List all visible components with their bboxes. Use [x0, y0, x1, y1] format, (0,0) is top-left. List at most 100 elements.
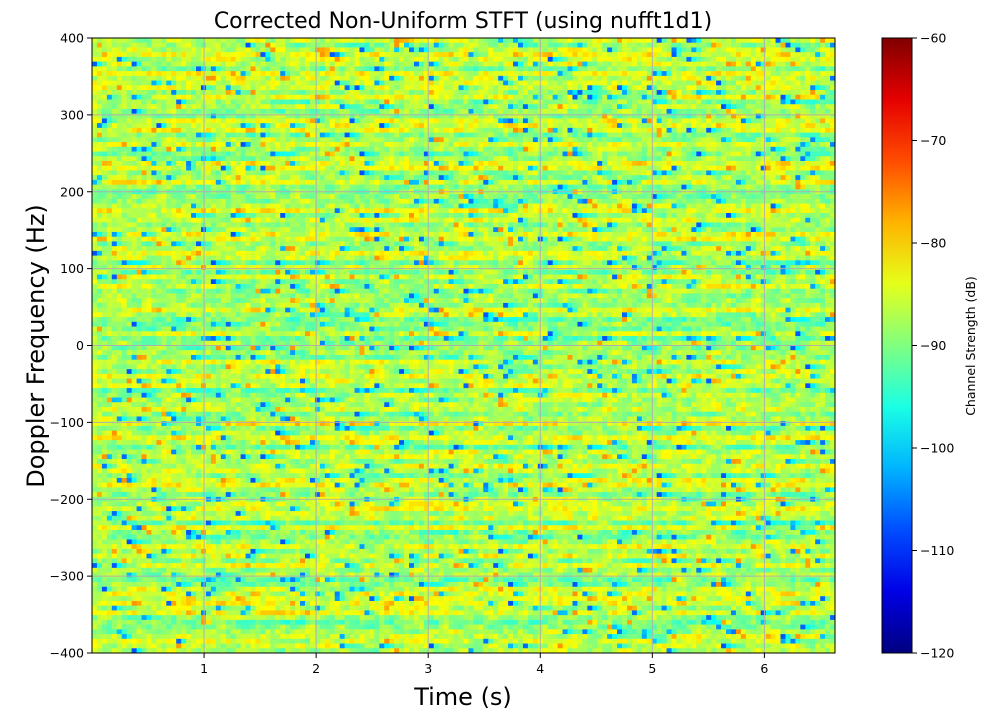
heatmap-cell	[483, 170, 489, 176]
heatmap-cell	[765, 85, 771, 91]
heatmap-cell	[359, 104, 365, 110]
heatmap-cell	[141, 66, 147, 72]
heatmap-cell	[379, 132, 385, 138]
heatmap-cell	[156, 52, 162, 58]
heatmap-cell	[765, 132, 771, 138]
heatmap-cell	[374, 104, 380, 110]
heatmap-cell	[443, 108, 450, 115]
heatmap-cell	[339, 161, 346, 167]
heatmap-cell	[820, 38, 826, 44]
heatmap-cell	[513, 47, 519, 53]
heatmap-cell	[691, 80, 697, 86]
heatmap-cell	[513, 165, 519, 171]
heatmap-cell	[820, 179, 826, 186]
heatmap-cell	[304, 56, 311, 63]
heatmap-cell	[458, 61, 464, 67]
heatmap-cell	[280, 170, 286, 176]
heatmap-cell	[324, 170, 331, 176]
heatmap-cell	[631, 52, 638, 58]
heatmap-cell	[636, 61, 643, 67]
heatmap-cell	[686, 56, 692, 63]
heatmap-cell	[433, 42, 440, 48]
heatmap-cell	[686, 94, 692, 100]
heatmap-cell	[726, 61, 732, 67]
heatmap-cell	[309, 137, 316, 143]
heatmap-cell	[394, 132, 400, 138]
heatmap-cell	[364, 90, 370, 96]
heatmap-cell	[651, 104, 658, 110]
heatmap-cell	[270, 80, 276, 86]
heatmap-cell	[706, 94, 712, 100]
heatmap-cell	[374, 132, 380, 138]
heatmap-cell	[711, 151, 717, 157]
heatmap-cell	[493, 123, 499, 129]
heatmap-cell	[617, 94, 623, 100]
heatmap-cell	[369, 85, 375, 91]
heatmap-cell	[106, 75, 113, 81]
heatmap-cell	[597, 104, 603, 110]
heatmap-cell	[513, 38, 519, 44]
heatmap-cell	[433, 75, 440, 81]
heatmap-cell	[617, 170, 623, 176]
heatmap-cell	[562, 161, 568, 167]
heatmap-cell	[493, 75, 499, 81]
heatmap-cell	[265, 151, 271, 157]
heatmap-cell	[309, 47, 316, 53]
heatmap-cell	[379, 170, 385, 176]
heatmap-cell	[349, 75, 355, 81]
heatmap-cell	[389, 142, 395, 148]
heatmap-cell	[631, 175, 638, 181]
heatmap-cell	[730, 90, 737, 96]
heatmap-cell	[295, 90, 301, 96]
heatmap-cell	[230, 90, 237, 96]
heatmap-cell	[290, 132, 296, 138]
heatmap-cell	[255, 80, 261, 86]
heatmap-cell	[245, 156, 251, 162]
heatmap-cell	[755, 170, 762, 176]
heatmap-cell	[379, 184, 385, 190]
heatmap-cell	[463, 90, 469, 96]
heatmap-cell	[384, 132, 390, 138]
heatmap-cell	[344, 75, 350, 81]
heatmap-cell	[369, 90, 375, 96]
heatmap-cell	[324, 38, 331, 44]
heatmap-cell	[166, 66, 172, 72]
heatmap-cell	[304, 75, 311, 81]
heatmap-cell	[597, 146, 603, 152]
heatmap-cell	[468, 156, 474, 162]
heatmap-cell	[810, 42, 816, 48]
heatmap-cell	[577, 132, 583, 138]
heatmap-cell	[255, 170, 261, 176]
heatmap-cell	[696, 42, 702, 48]
heatmap-cell	[483, 108, 489, 115]
heatmap-cell	[309, 123, 316, 129]
heatmap-cell	[572, 52, 578, 58]
heatmap-cell	[607, 118, 613, 124]
heatmap-cell	[359, 71, 365, 77]
heatmap-cell	[626, 104, 633, 110]
heatmap-cell	[275, 113, 281, 119]
heatmap-cell	[275, 127, 281, 134]
heatmap-cell	[750, 179, 757, 186]
heatmap-cell	[785, 75, 791, 81]
heatmap-cell	[141, 175, 147, 181]
heatmap-cell	[191, 47, 197, 53]
heatmap-cell	[319, 61, 326, 67]
heatmap-cell	[622, 80, 628, 86]
heatmap-cell	[542, 47, 549, 53]
heatmap-cell	[681, 104, 687, 110]
heatmap-cell	[740, 137, 747, 143]
heatmap-cell	[418, 175, 425, 181]
heatmap-cell	[260, 113, 266, 119]
heatmap-cell	[552, 127, 559, 134]
heatmap-cell	[413, 132, 420, 138]
heatmap-cell	[488, 184, 494, 190]
heatmap-cell	[270, 132, 276, 138]
heatmap-cell	[290, 42, 296, 48]
heatmap-cell	[389, 179, 395, 186]
heatmap-cell	[275, 52, 281, 58]
heatmap-cell	[359, 175, 365, 181]
heatmap-cell	[592, 85, 598, 91]
heatmap-cell	[730, 38, 737, 44]
heatmap-cell	[448, 132, 454, 138]
